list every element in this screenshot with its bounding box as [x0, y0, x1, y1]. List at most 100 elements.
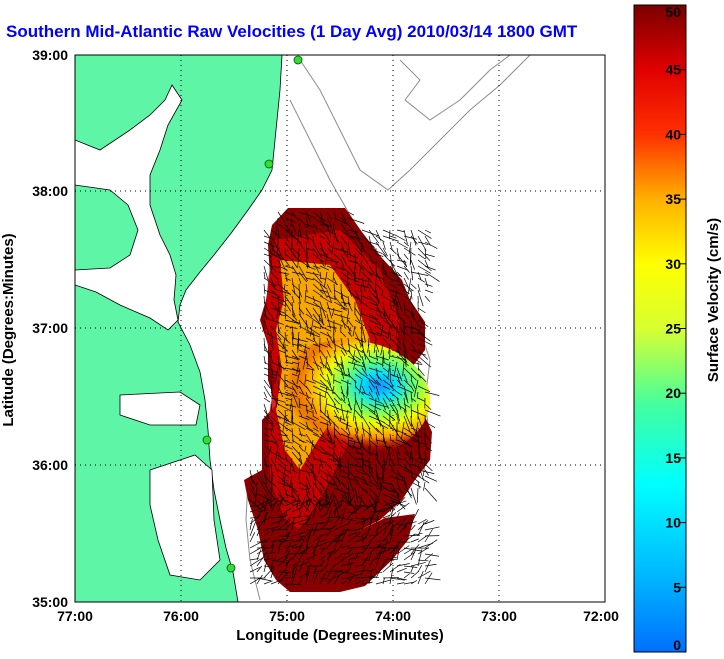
velocity-vector — [298, 421, 314, 432]
velocity-vector — [270, 307, 286, 314]
velocity-vector — [347, 331, 353, 337]
velocity-vector — [284, 521, 294, 531]
velocity-vector — [263, 457, 268, 468]
velocity-vector — [417, 547, 429, 555]
velocity-vector — [319, 512, 328, 519]
velocity-vector — [368, 391, 374, 399]
velocity-vector — [270, 538, 285, 543]
velocity-vector — [249, 544, 266, 555]
velocity-vector — [298, 469, 314, 474]
velocity-vector — [368, 451, 378, 457]
velocity-vector — [347, 247, 349, 256]
y-tick-label: 37:00 — [32, 320, 68, 336]
velocity-vector — [403, 487, 413, 497]
velocity-vector — [340, 295, 347, 307]
velocity-vector — [333, 445, 335, 462]
velocity-vector — [368, 475, 372, 483]
velocity-vector — [263, 379, 271, 389]
velocity-vector — [389, 427, 407, 435]
velocity-vector — [325, 487, 328, 498]
velocity-vector — [326, 373, 332, 386]
velocity-vector — [270, 277, 276, 289]
velocity-vector — [298, 223, 302, 238]
velocity-vector — [403, 415, 411, 433]
velocity-vector — [326, 421, 329, 436]
velocity-vector — [368, 529, 383, 543]
velocity-vector — [368, 493, 377, 504]
velocity-vector — [305, 571, 308, 579]
velocity-vector — [347, 451, 360, 464]
velocity-vector — [375, 445, 378, 456]
velocity-vector — [375, 283, 382, 290]
velocity-vector — [403, 391, 408, 401]
velocity-vector — [382, 451, 386, 470]
velocity-vector — [277, 507, 291, 519]
velocity-vector — [375, 549, 390, 555]
velocity-vector — [326, 536, 337, 549]
velocity-vector — [396, 499, 406, 510]
velocity-vector — [396, 397, 402, 410]
velocity-vector — [389, 391, 400, 400]
velocity-vector — [277, 289, 291, 295]
velocity-vector — [333, 229, 339, 245]
velocity-vector — [270, 283, 278, 291]
velocity-vector — [305, 554, 317, 561]
colorbar-tick-label: 30 — [665, 256, 681, 272]
colorbar-tick-label: 5 — [673, 579, 681, 595]
velocity-vector — [346, 421, 349, 429]
velocity-vector — [277, 487, 284, 500]
velocity-vector — [382, 556, 397, 561]
velocity-vector — [368, 421, 379, 433]
velocity-vector — [298, 535, 304, 543]
velocity-vector — [298, 433, 307, 437]
velocity-vector — [410, 325, 424, 335]
velocity-vector — [354, 535, 365, 538]
velocity-vector — [402, 361, 405, 377]
velocity-vector — [263, 481, 271, 494]
velocity-vector — [417, 475, 430, 484]
velocity-vector — [410, 235, 418, 245]
pamlico-sound — [149, 454, 221, 581]
velocity-vector — [305, 397, 314, 410]
velocity-vector — [298, 523, 313, 525]
velocity-vector — [333, 253, 342, 261]
x-tick-label: 72:00 — [583, 608, 619, 624]
velocity-vector — [403, 367, 417, 381]
velocity-vector — [284, 516, 291, 525]
velocity-vector — [381, 289, 384, 297]
velocity-vector — [319, 538, 327, 543]
velocity-vector — [359, 307, 363, 323]
velocity-vector — [326, 247, 332, 253]
velocity-vector — [403, 241, 409, 247]
velocity-vector — [270, 528, 275, 537]
velocity-vector — [396, 457, 405, 461]
velocity-vector — [354, 397, 362, 414]
velocity-vector — [319, 475, 335, 487]
velocity-vector — [319, 229, 328, 238]
velocity-vector — [389, 493, 399, 499]
x-axis-label: Longitude (Degrees:Minutes) — [236, 627, 444, 644]
velocity-vector — [389, 505, 394, 513]
velocity-vector — [249, 481, 255, 492]
velocity-vector — [263, 554, 269, 573]
velocity-vector — [340, 511, 346, 525]
velocity-vector — [403, 581, 414, 585]
velocity-vector — [277, 331, 291, 344]
velocity-vector — [347, 433, 350, 445]
velocity-vector — [284, 235, 289, 242]
velocity-vector — [263, 367, 279, 374]
velocity-vector — [360, 331, 363, 348]
velocity-vector — [396, 502, 410, 513]
velocity-vector — [249, 469, 254, 484]
velocity-vector — [340, 241, 345, 253]
velocity-vector — [319, 439, 326, 443]
velocity-vector — [277, 552, 292, 561]
velocity-vector — [277, 265, 288, 271]
velocity-vector — [354, 337, 365, 343]
velocity-vector — [361, 319, 363, 334]
velocity-vector — [277, 325, 281, 333]
velocity-vector — [380, 325, 384, 337]
velocity-vector — [256, 565, 263, 573]
velocity-vector — [277, 403, 292, 412]
velocity-vector — [360, 283, 363, 292]
